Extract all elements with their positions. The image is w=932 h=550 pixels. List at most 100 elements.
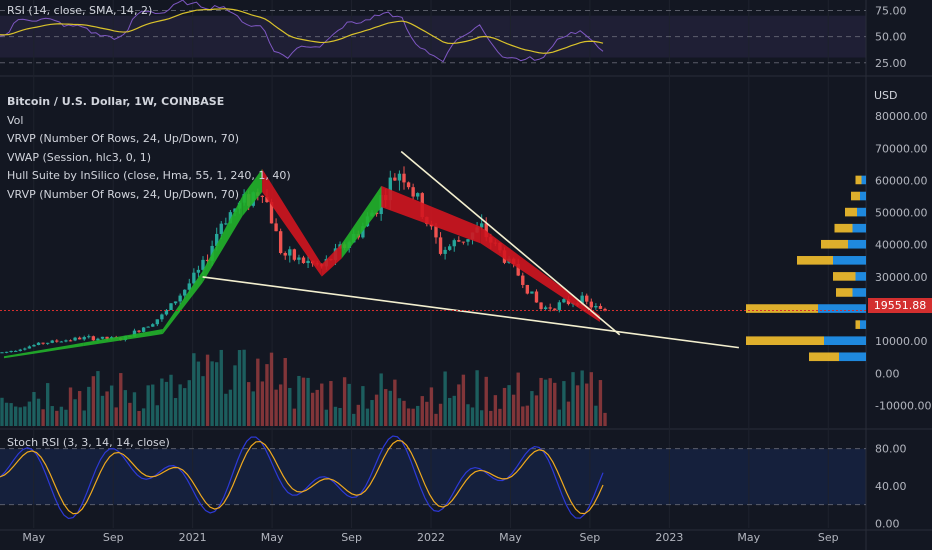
volume-bar [534,395,539,426]
volume-profile-down [855,320,860,329]
volume-bar [530,391,534,426]
volume-bar [448,397,452,426]
volume-bar [146,385,150,426]
volume-bar [434,413,438,426]
candle-body [466,239,470,242]
indicator-legend: Bitcoin / U.S. Dollar, 1W, COINBASE Vol … [7,93,291,205]
volume-bar [374,394,379,426]
candle-body [566,299,571,305]
volume-profile-up [824,336,866,345]
candle-body [132,330,137,337]
volume-bar [77,391,82,426]
volume-bar [160,378,164,426]
volume-bar [283,358,287,426]
volume-bar [429,387,434,426]
volume-bar [114,407,118,426]
volume-bar [580,370,584,426]
candle-body [553,308,557,310]
time-axis-label: Sep [103,531,124,544]
candle-body [68,340,73,342]
volume-bar [315,389,319,426]
volume-profile-down [845,207,857,217]
volume-bar [173,398,178,426]
price-tick-label: 40000.00 [875,239,928,252]
volume-bar [288,387,292,426]
volume-bar [141,408,146,426]
volume-bar [23,406,27,426]
price-tick-label: 60000.00 [875,174,928,187]
volume-bar [511,394,516,426]
candle-body [160,314,164,320]
volume-bar [32,392,36,426]
volume-bar [361,386,365,426]
candle-body [18,349,22,351]
rsi-line [0,0,604,63]
candle-body [288,249,292,256]
volume-bar [224,393,228,426]
candle-body [50,340,54,343]
candle-body [521,275,525,285]
volume-profile-down [809,352,839,362]
volume-profile-down [746,304,818,313]
candle-body [27,346,32,349]
hull-suite-band [480,226,600,322]
volume-bar [438,403,443,426]
candle-body [0,352,4,354]
candle-body [562,299,566,303]
indicator-vwap[interactable]: VWAP (Session, hlc3, 0, 1) [7,150,152,164]
volume-profile-down [821,239,848,249]
indicator-vrvp-2[interactable]: VRVP (Number Of Rows, 24, Up/Down, 70) [7,187,240,201]
volume-bar [301,377,306,426]
candle-body [397,173,402,181]
candle-body [594,305,598,308]
symbol-title[interactable]: Bitcoin / U.S. Dollar, 1W, COINBASE [7,95,225,108]
volume-bar [178,384,182,426]
volume-bar [306,377,310,426]
indicator-vol[interactable]: Vol [7,113,24,127]
volume-bar [192,353,196,426]
volume-bar [352,413,356,426]
volume-profile-up [857,207,866,217]
volume-profile-down [855,175,862,185]
candle-body [173,301,178,304]
indicator-hull-suite[interactable]: Hull Suite by InSilico (close, Hma, 55, … [7,169,291,183]
volume-bar [443,371,447,426]
candle-body [137,330,141,332]
time-axis-label: 2021 [179,531,207,544]
candle-body [589,301,593,308]
volume-bar [297,375,301,426]
volume-bar [246,382,251,426]
volume-bar [137,411,141,426]
volume-bar [292,408,297,426]
volume-bar [393,379,397,426]
candle-body [448,246,452,250]
candle-body [41,342,45,344]
volume-bar [151,384,155,426]
volume-bar [82,410,86,426]
candle-body [73,337,77,341]
volume-bar [507,385,511,426]
volume-bar [0,397,4,426]
volume-bar [155,405,159,426]
volume-bar [68,387,73,426]
candle-body [283,252,287,256]
volume-bar [356,404,361,426]
volume-bar [59,406,64,426]
volume-bar [215,362,219,426]
volume-bar [466,404,470,426]
price-tick-label: 0.00 [875,367,900,380]
time-axis-label: 2023 [655,531,683,544]
candle-body [603,308,607,311]
indicator-vrvp-1[interactable]: VRVP (Number Of Rows, 24, Up/Down, 70) [7,132,240,146]
price-tick-label: 10000.00 [875,335,928,348]
candle-body [479,223,484,228]
candle-body [461,241,466,243]
volume-bar [237,350,242,426]
time-axis-label: May [22,531,45,544]
volume-bar [269,352,274,426]
hull-suite-band [162,271,203,335]
volume-bar [489,410,493,426]
candle-body [201,259,205,270]
volume-bar [251,391,255,426]
volume-bar [589,372,593,426]
